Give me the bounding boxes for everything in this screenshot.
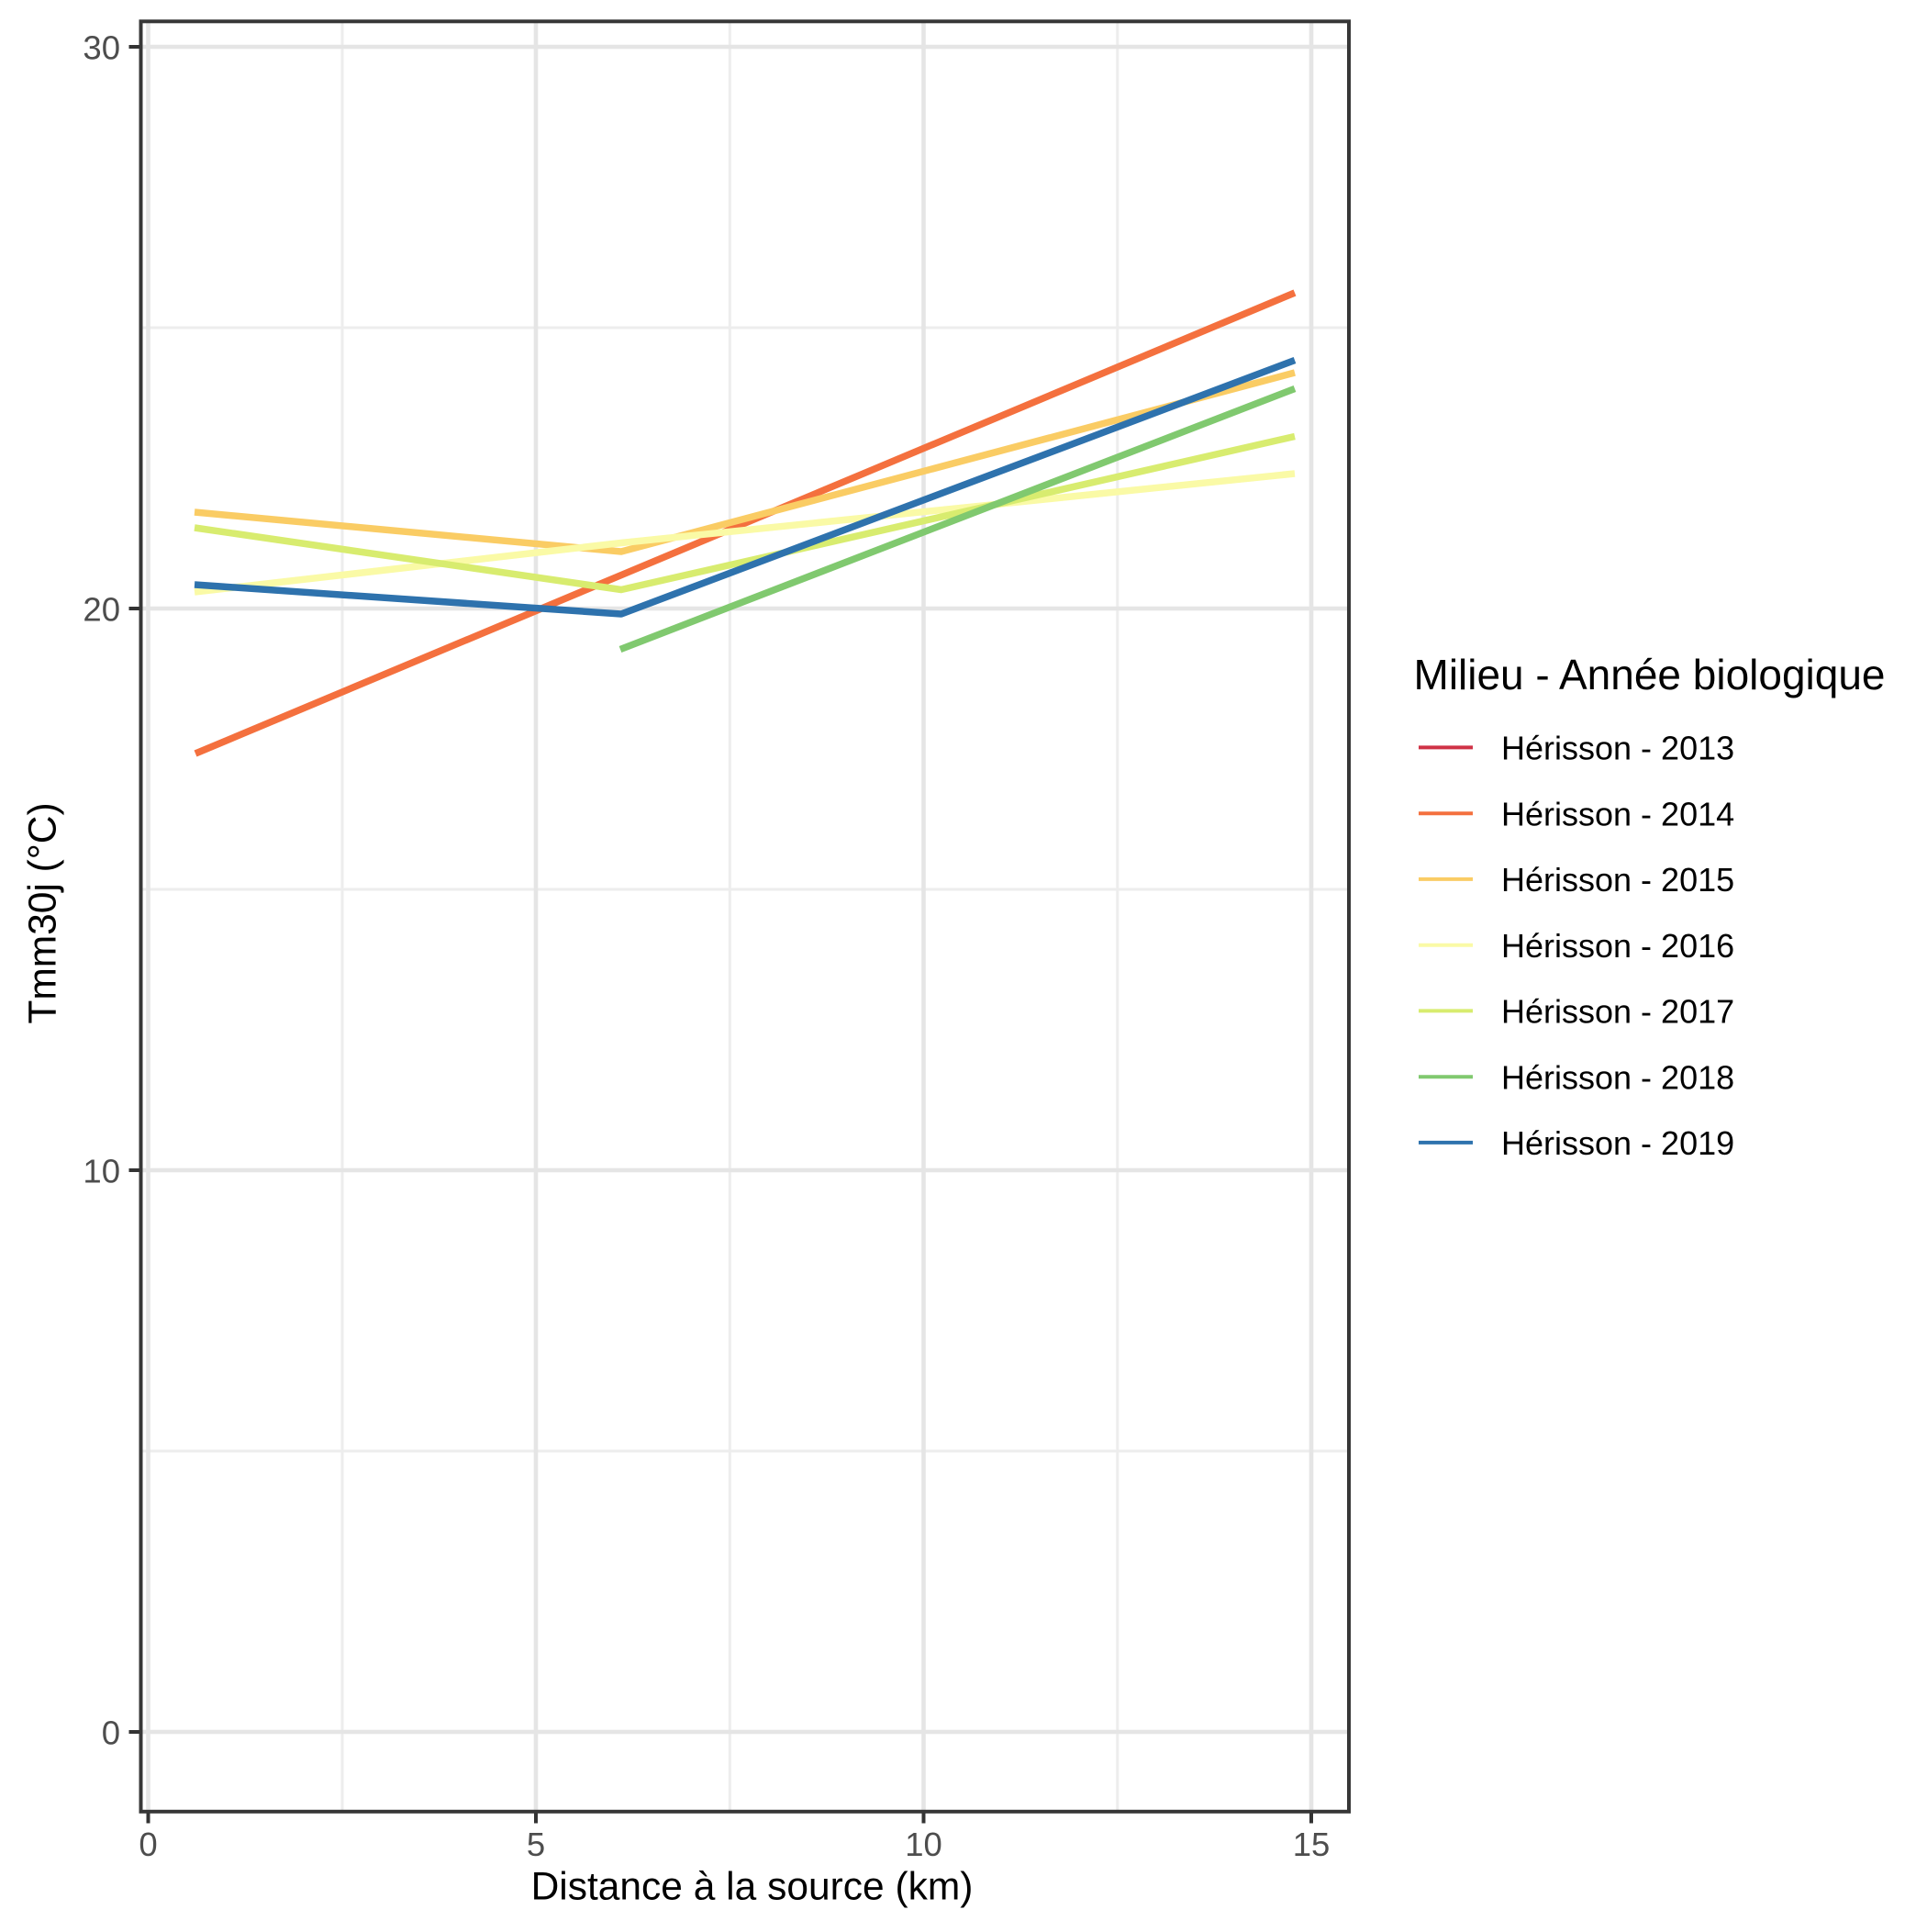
svg-text:Milieu - Année biologique: Milieu - Année biologique [1414,651,1886,698]
svg-text:15: 15 [1293,1826,1331,1863]
svg-text:Tmm30j (°C): Tmm30j (°C) [22,802,65,1023]
svg-text:Hérisson - 2014: Hérisson - 2014 [1501,795,1734,832]
svg-text:Hérisson - 2019: Hérisson - 2019 [1501,1124,1734,1162]
svg-text:0: 0 [102,1714,120,1751]
svg-text:Hérisson - 2018: Hérisson - 2018 [1501,1058,1734,1096]
svg-text:Distance à la source (km): Distance à la source (km) [531,1866,974,1909]
svg-text:10: 10 [83,1152,120,1189]
svg-text:Hérisson - 2013: Hérisson - 2013 [1501,730,1734,767]
svg-text:20: 20 [83,590,120,628]
svg-text:0: 0 [139,1826,157,1863]
svg-text:5: 5 [527,1826,545,1863]
svg-text:10: 10 [905,1826,942,1863]
svg-text:Hérisson - 2015: Hérisson - 2015 [1501,861,1734,899]
svg-text:Hérisson - 2016: Hérisson - 2016 [1501,927,1734,965]
svg-text:30: 30 [83,28,120,66]
svg-text:Hérisson - 2017: Hérisson - 2017 [1501,993,1734,1031]
